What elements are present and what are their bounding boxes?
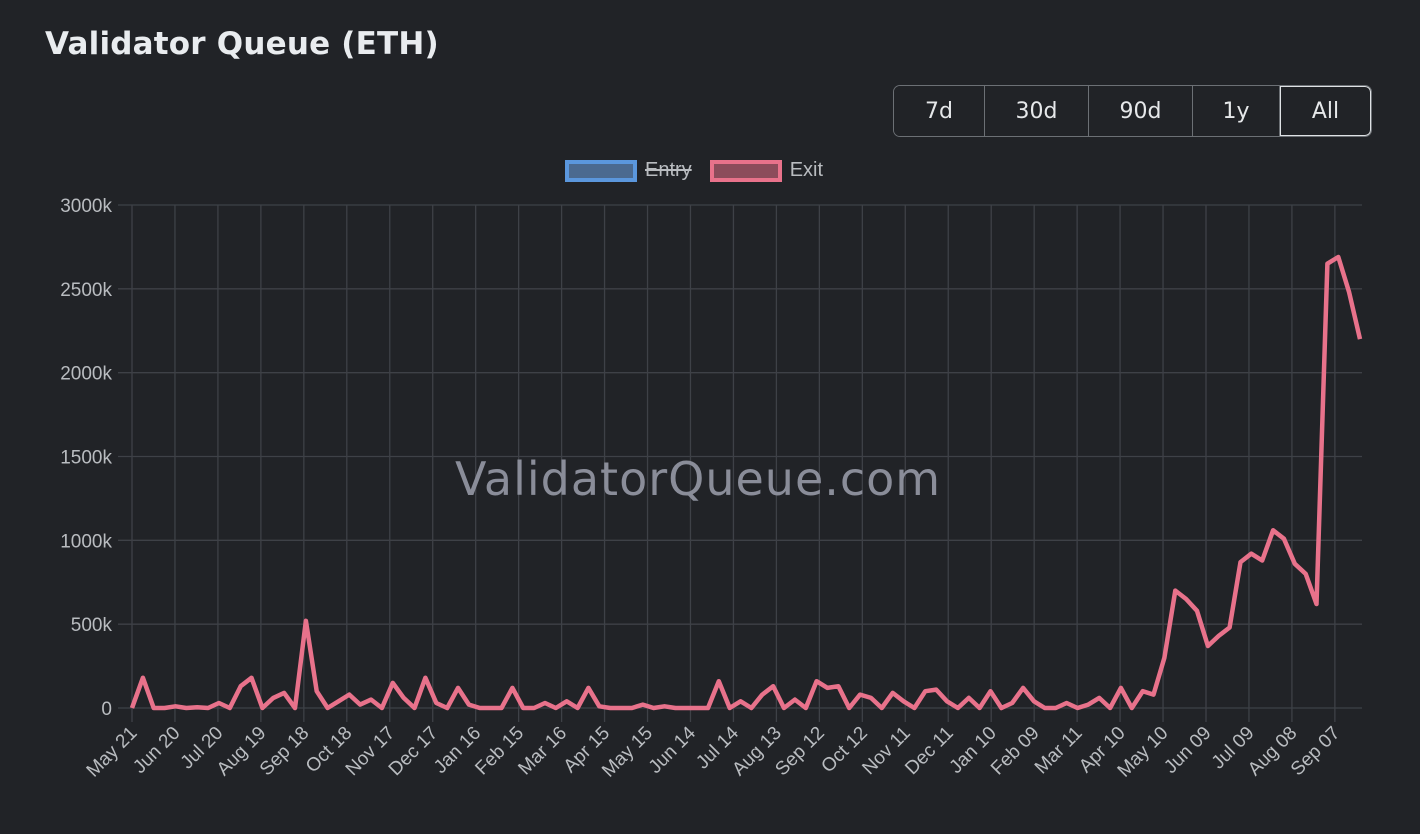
- range-button-7d[interactable]: 7d: [894, 86, 985, 136]
- x-tick-label: Sep 12: [771, 723, 828, 780]
- legend-item-entry[interactable]: Entry: [565, 159, 692, 182]
- exit-swatch-icon: [709, 159, 782, 182]
- y-tick-label: 0: [101, 699, 112, 720]
- y-tick-label: 1000k: [60, 531, 112, 552]
- x-tick-label: Dec 17: [385, 723, 442, 780]
- x-tick-label: Sep 18: [256, 723, 313, 780]
- y-tick-label: 2000k: [60, 364, 112, 385]
- range-button-90d[interactable]: 90d: [1089, 86, 1193, 136]
- x-tick-label: Sep 07: [1287, 723, 1344, 780]
- range-button-30d[interactable]: 30d: [985, 86, 1089, 136]
- x-tick-label: Mar 11: [1031, 723, 1087, 779]
- y-tick-label: 1500k: [60, 448, 112, 469]
- y-tick-label: 3000k: [60, 196, 112, 217]
- y-tick-label: 500k: [71, 615, 113, 636]
- x-tick-label: May 21: [83, 723, 142, 782]
- y-tick-label: 2500k: [60, 280, 112, 301]
- time-range-selector: 7d 30d 90d 1y All: [893, 85, 1372, 137]
- x-tick-label: Jun 20: [129, 723, 184, 778]
- x-tick-label: Dec 11: [901, 723, 957, 779]
- watermark: ValidatorQueue.com: [455, 452, 942, 506]
- chart-grid: [118, 204, 1362, 722]
- entry-swatch-icon: [565, 159, 637, 182]
- exit-series-line: [129, 254, 1363, 711]
- legend-label-entry: Entry: [645, 159, 692, 181]
- legend-label-exit: Exit: [789, 159, 824, 181]
- range-button-1y[interactable]: 1y: [1193, 86, 1280, 136]
- page-title: Validator Queue (ETH): [45, 26, 439, 62]
- x-tick-label: Mar 16: [514, 723, 571, 780]
- x-tick-label: Feb 09: [987, 723, 1044, 780]
- legend-item-exit[interactable]: Exit: [709, 159, 824, 182]
- x-tick-label: Jun 14: [645, 722, 700, 777]
- y-axis: 0 500k 1000k 1500k 2000k 2500k 3000k: [60, 196, 112, 720]
- chart-legend: Entry Exit: [565, 159, 841, 182]
- x-tick-label: Jun 09: [1160, 723, 1215, 778]
- range-button-all[interactable]: All: [1280, 86, 1371, 136]
